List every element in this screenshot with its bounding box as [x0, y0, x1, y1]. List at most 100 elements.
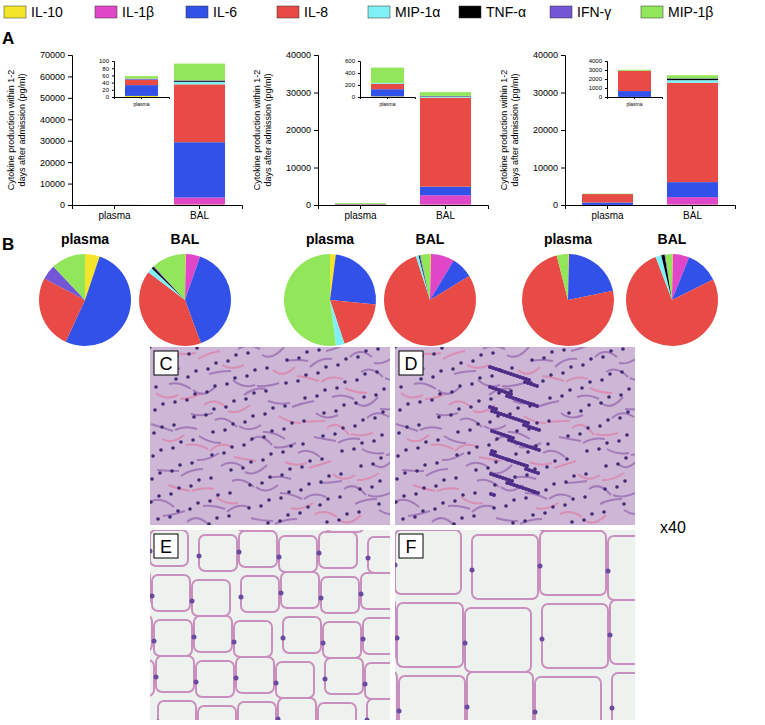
bar-segment: [667, 75, 718, 78]
cell-nucleus: [600, 378, 604, 382]
alveolus-wall: [234, 621, 272, 657]
cell-cluster: [526, 421, 530, 425]
cell-nucleus: [341, 426, 345, 430]
x-axis-line: [608, 98, 663, 100]
cell-nucleus: [228, 491, 232, 495]
bar-chart: 010000200003000040000plasmaBALCytokine p…: [252, 50, 489, 221]
tissue-strand: [279, 416, 301, 423]
y-tick-label: 2000: [589, 76, 603, 82]
bars: [618, 70, 651, 97]
pie-slice: [626, 257, 718, 346]
cell-nucleus: [570, 520, 574, 524]
bar-segment: [582, 194, 633, 195]
alveolus-wall: [608, 536, 635, 600]
inset-background: [583, 58, 666, 108]
cell-nucleus: [551, 505, 555, 509]
cell-nucleus: [526, 450, 530, 454]
cell-nucleus: [179, 440, 183, 444]
cell-nucleus: [194, 680, 199, 685]
cell-nucleus: [211, 430, 215, 434]
cell-nucleus: [460, 516, 464, 520]
cell-nucleus: [438, 392, 442, 396]
x-axis: plasmaBAL: [73, 205, 243, 221]
alveolus-wall: [283, 617, 321, 653]
bar-segment: [174, 81, 225, 82]
cell-nucleus: [405, 425, 409, 429]
tissue-strand: [187, 518, 209, 525]
cell-nucleus: [338, 495, 342, 499]
cell-nucleus: [287, 490, 291, 494]
tissue-strand: [484, 425, 506, 429]
y-tick-mark: [112, 83, 114, 84]
cell-nucleus: [296, 379, 300, 383]
cell-nucleus: [321, 641, 326, 646]
magnification-label: x40: [660, 519, 686, 536]
cell-cluster: [535, 384, 539, 388]
bar-segment: [582, 193, 633, 194]
cell-nucleus: [234, 676, 239, 681]
tissue-strand: [355, 499, 377, 504]
cell-nucleus: [549, 373, 553, 377]
y-tick-mark: [314, 55, 318, 56]
cell-nucleus: [363, 372, 367, 376]
y-tick-mark: [605, 88, 607, 89]
tissue-strand: [549, 494, 571, 499]
cell-nucleus: [459, 361, 463, 365]
cell-nucleus: [562, 348, 566, 352]
cell-nucleus: [222, 451, 226, 455]
tissue-strand: [408, 511, 430, 516]
cell-nucleus: [606, 418, 610, 422]
tissue-strand: [443, 351, 465, 359]
pie: [384, 254, 476, 346]
histology-image: [150, 347, 390, 525]
y-tick-label: 40: [102, 80, 109, 86]
cell-cluster: [537, 428, 541, 432]
cell-nucleus: [465, 705, 470, 710]
cell-nucleus: [170, 469, 174, 473]
tissue-strand: [215, 419, 237, 427]
cell-nucleus: [241, 466, 245, 470]
x-tick: plasma: [98, 205, 131, 221]
cell-nucleus: [342, 403, 346, 407]
y-tick-label: 60: [102, 73, 109, 79]
cell-nucleus: [276, 717, 281, 721]
alveolus-wall: [318, 703, 356, 720]
y-tick: 30000: [40, 136, 72, 146]
cell-nucleus: [230, 445, 234, 449]
alveolus-wall: [154, 620, 192, 656]
cell-nucleus: [382, 387, 386, 391]
legend-label: MIP-1β: [668, 4, 713, 20]
tissue-strand: [590, 388, 612, 393]
y-tick-mark: [358, 61, 360, 62]
cell-nucleus: [298, 511, 302, 515]
y-tick-mark: [112, 90, 114, 91]
cell-nucleus: [297, 356, 301, 360]
tissue-strand: [156, 393, 178, 398]
bar-segment: [618, 70, 651, 71]
cell-nucleus: [523, 519, 527, 523]
cell-nucleus: [511, 521, 515, 525]
cell-nucleus: [250, 437, 254, 441]
tissue-strand: [256, 485, 278, 491]
cell-nucleus: [589, 357, 593, 361]
y-tick-mark: [112, 61, 114, 62]
pie-slice: [154, 254, 185, 300]
y-axis-title: days after admission (pg/ml): [17, 73, 27, 186]
cell-nucleus: [472, 514, 476, 518]
cell-nucleus: [231, 422, 235, 426]
bars: [125, 76, 158, 97]
inset: 020406080100plasma: [90, 58, 173, 108]
cell-nucleus: [281, 450, 285, 454]
cell-nucleus: [205, 390, 209, 394]
cell-cluster: [510, 479, 514, 483]
tissue-strand: [345, 388, 367, 393]
tissue-strand: [239, 425, 261, 429]
tissue-strand: [460, 419, 482, 427]
cell-nucleus: [406, 402, 410, 406]
cell-nucleus: [359, 592, 364, 597]
cell-nucleus: [566, 434, 570, 438]
tissue-strand: [374, 355, 390, 363]
cell-nucleus: [582, 518, 586, 522]
tissue-strand: [473, 405, 495, 412]
y-tick-mark: [112, 68, 114, 69]
